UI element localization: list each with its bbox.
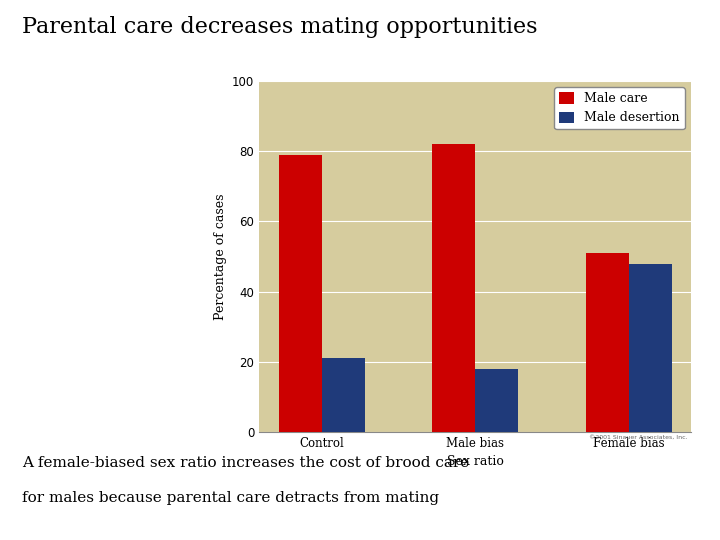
Bar [279,154,322,432]
Bar [475,369,518,432]
Bar [432,144,475,432]
Text: A female-biased sex ratio increases the cost of brood care: A female-biased sex ratio increases the … [22,456,469,470]
Text: Parental care decreases mating opportunities: Parental care decreases mating opportuni… [22,16,537,38]
X-axis label: Sex ratio: Sex ratio [447,455,503,468]
Bar [585,253,629,432]
Legend: Male care, Male desertion: Male care, Male desertion [554,87,685,130]
Text: for males because parental care detracts from mating: for males because parental care detracts… [22,491,438,505]
Bar [322,359,365,432]
Bar [629,264,672,432]
Text: ©2001 Sinauer Associates, Inc.: ©2001 Sinauer Associates, Inc. [589,435,688,440]
Y-axis label: Percentage of cases: Percentage of cases [214,193,227,320]
